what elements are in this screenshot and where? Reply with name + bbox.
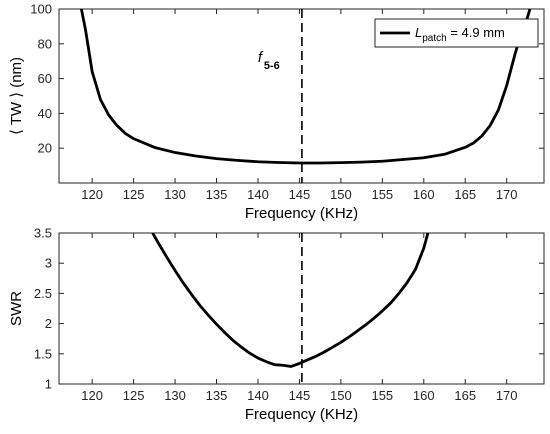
legend: Lpatch = 4.9 mm [374, 18, 539, 48]
bottom-panel: 120 125 130 135 140 145 150 155 160 165 170 1 1.5 2 2.… [8, 226, 545, 423]
series-line [80, 9, 532, 165]
x-tick-label: 125 [123, 187, 145, 202]
x-tick-label: 120 [81, 388, 103, 403]
x-tick-label: 140 [247, 187, 269, 202]
x-tick-label: 125 [123, 388, 145, 403]
x-tick-label: 165 [454, 187, 476, 202]
x-tick-label: 170 [496, 187, 518, 202]
y-tick-label: 80 [38, 36, 52, 51]
y-tick-label: 60 [38, 71, 52, 86]
x-axis-label: Frequency (KHz) [245, 205, 358, 222]
x-tick-label: 170 [496, 388, 518, 403]
y-tick-label: 3 [45, 256, 52, 271]
legend-entry-text: Lpatch = 4.9 mm [415, 25, 505, 44]
x-tick-label: 145 [289, 388, 311, 403]
x-tick-label: 155 [371, 187, 393, 202]
top-panel: 120 125 130 135 140 145 150 155 160 165 170 20 40 60 8… [8, 2, 545, 222]
x-tick-label: 150 [330, 187, 352, 202]
x-tick-label: 135 [206, 187, 228, 202]
x-tick-label: 135 [206, 388, 228, 403]
x-tick-label: 140 [247, 388, 269, 403]
y-tick-label: 40 [38, 106, 52, 121]
y-tick-label: 100 [30, 2, 52, 17]
y-tick-label: 2.5 [34, 286, 52, 301]
y-tick-label: 2 [45, 316, 52, 331]
x-tick-label: 155 [371, 388, 393, 403]
x-tick-label: 120 [81, 187, 103, 202]
x-tick-label: 130 [164, 388, 186, 403]
y-tick-label: 1.5 [34, 346, 52, 361]
legend-subscript: patch [422, 33, 446, 44]
x-axis-label: Frequency (KHz) [245, 406, 358, 423]
legend-value: = 4.9 mm [447, 25, 505, 40]
legend-symbol: L [415, 25, 422, 40]
x-tick-label: 160 [413, 187, 435, 202]
resonance-marker-subscript: 5-6 [264, 60, 280, 72]
series-line [151, 233, 430, 368]
x-tick-label: 165 [454, 388, 476, 403]
y-tick-label: 1 [45, 377, 52, 392]
x-tick-label: 150 [330, 388, 352, 403]
x-tick-label: 145 [289, 187, 311, 202]
x-tick-label: 130 [164, 187, 186, 202]
resonance-marker-label: f [258, 49, 264, 66]
y-tick-label: 20 [38, 141, 52, 156]
y-axis-label: SWR [8, 291, 25, 326]
y-axis-label: ⟨ TW ⟩ (nm) [8, 57, 25, 135]
y-tick-label: 3.5 [34, 226, 52, 241]
x-tick-label: 160 [413, 388, 435, 403]
